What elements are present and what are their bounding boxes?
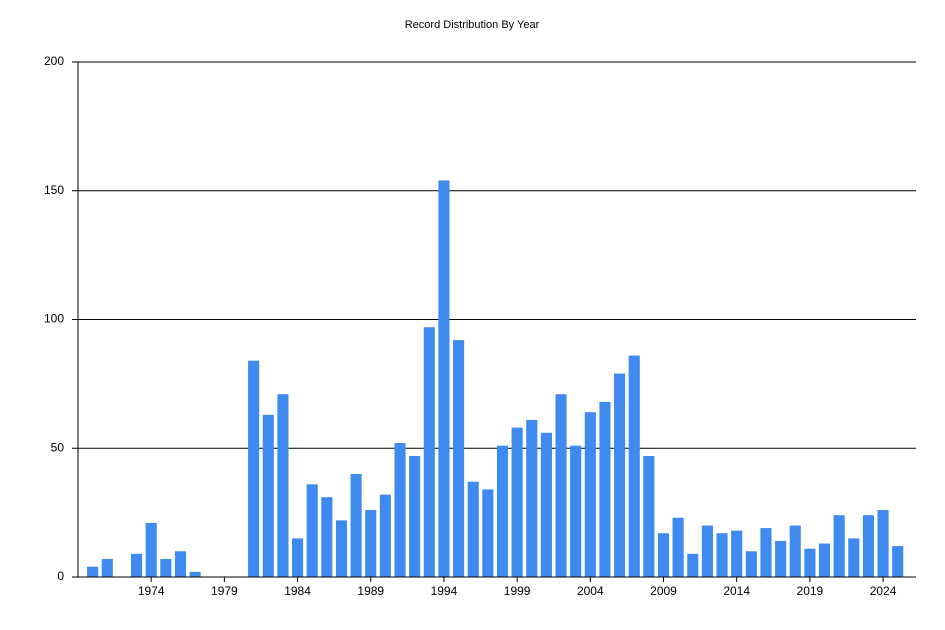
y-tick-label: 50	[51, 440, 65, 454]
bar	[292, 538, 304, 577]
bar	[365, 510, 377, 577]
chart-title: Record Distribution By Year	[405, 19, 540, 31]
bar	[409, 455, 421, 577]
x-tick-label: 2024	[870, 584, 897, 598]
x-tick-label: 1994	[431, 584, 458, 598]
bar	[570, 445, 582, 577]
x-tick-label: 1979	[211, 584, 238, 598]
bar	[701, 525, 713, 577]
y-tick-label: 150	[44, 183, 64, 197]
bar	[643, 455, 655, 577]
x-tick-label: 2019	[797, 584, 824, 598]
bar	[584, 412, 596, 577]
bar	[438, 180, 450, 577]
bar	[262, 414, 274, 577]
bar	[277, 394, 289, 577]
bar	[248, 360, 260, 577]
bar	[379, 494, 391, 577]
bar	[877, 510, 889, 577]
bar	[526, 419, 538, 577]
bar	[628, 355, 640, 577]
bar	[321, 497, 333, 577]
bar	[731, 530, 743, 577]
bar	[189, 571, 201, 577]
bar	[716, 533, 728, 577]
bar	[540, 432, 552, 577]
bar	[775, 540, 787, 577]
bar	[760, 528, 772, 577]
x-tick-label: 1999	[504, 584, 531, 598]
bar	[482, 489, 494, 577]
bar	[335, 520, 348, 577]
bar	[833, 515, 845, 577]
bar	[350, 474, 362, 577]
bar	[804, 548, 816, 577]
bar	[394, 443, 406, 577]
bar	[511, 427, 523, 577]
bar	[614, 373, 626, 577]
x-tick-label: 1989	[357, 584, 384, 598]
y-tick-label: 200	[44, 54, 64, 68]
bar	[496, 445, 509, 577]
x-tick-label: 2014	[723, 584, 750, 598]
x-tick-label: 2009	[650, 584, 677, 598]
x-tick-label: 1984	[284, 584, 311, 598]
bar	[555, 394, 567, 577]
y-tick-label: 0	[57, 569, 64, 583]
bar	[818, 543, 831, 577]
bar	[599, 401, 611, 577]
bar	[423, 327, 435, 577]
bar	[892, 546, 904, 577]
bar	[145, 522, 157, 577]
bar	[160, 558, 172, 577]
x-tick-label: 2004	[577, 584, 604, 598]
y-tick-label: 100	[44, 312, 64, 326]
bar	[174, 551, 187, 577]
bar	[687, 553, 699, 577]
bar	[789, 525, 801, 577]
x-tick-label: 1974	[138, 584, 165, 598]
bar	[657, 533, 670, 577]
bar	[862, 515, 874, 577]
bar	[672, 517, 684, 577]
bar	[306, 484, 318, 577]
bar	[101, 558, 113, 577]
bar	[130, 553, 143, 577]
bar	[467, 481, 479, 577]
bar	[87, 566, 99, 577]
bar	[745, 551, 757, 577]
bar	[848, 538, 860, 577]
bar	[453, 340, 465, 577]
